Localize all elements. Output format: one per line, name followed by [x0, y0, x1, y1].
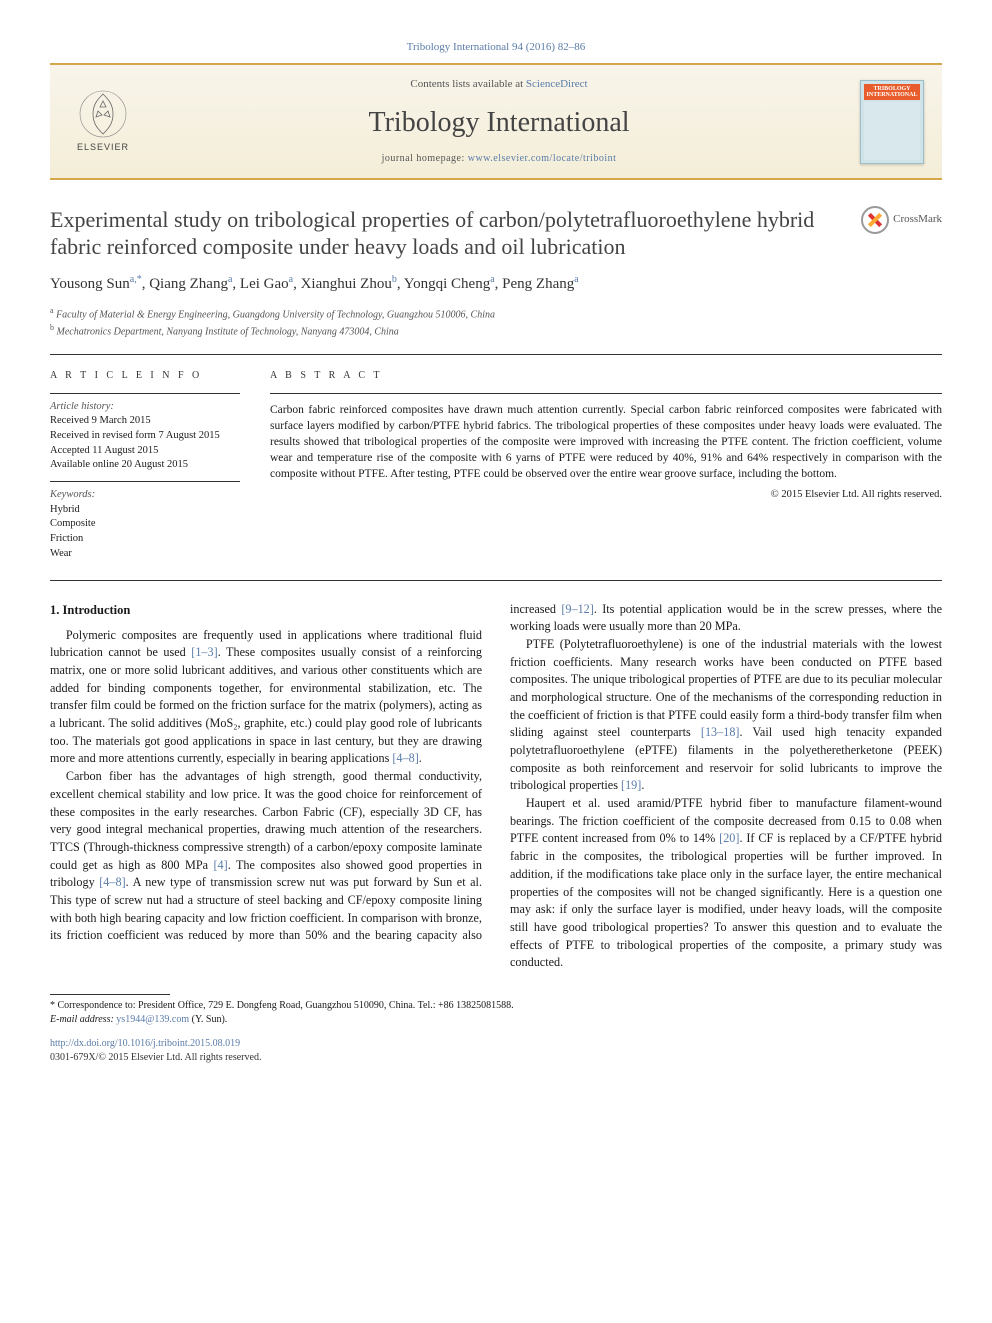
ref-link[interactable]: [4–8] [392, 751, 418, 765]
journal-cover-thumb[interactable]: TRIBOLOGY INTERNATIONAL [860, 80, 924, 164]
elsevier-tree-icon [78, 89, 128, 139]
contents-line: Contents lists available at ScienceDirec… [138, 77, 860, 92]
abstract-copyright: © 2015 Elsevier Ltd. All rights reserved… [270, 488, 942, 503]
history-online: Available online 20 August 2015 [50, 458, 240, 473]
abstract: A B S T R A C T Carbon fabric reinforced… [270, 369, 942, 562]
issn-line: 0301-679X/© 2015 Elsevier Ltd. All right… [50, 1051, 942, 1065]
body-paragraph: Polymeric composites are frequently used… [50, 627, 482, 769]
corresponding-footnote: * Correspondence to: President Office, 7… [50, 999, 942, 1013]
ref-link[interactable]: [4] [213, 858, 227, 872]
ref-link[interactable]: [4–8] [99, 875, 125, 889]
authors-line: Yousong Suna,*, Qiang Zhanga, Lei Gaoa, … [50, 273, 942, 295]
email-link[interactable]: ys1944@139.com [116, 1014, 189, 1025]
elsevier-logo[interactable]: ELSEVIER [68, 82, 138, 162]
ref-link[interactable]: [9–12] [561, 602, 594, 616]
body-paragraph: Haupert et al. used aramid/PTFE hybrid f… [510, 795, 942, 972]
journal-header: ELSEVIER Contents lists available at Sci… [50, 63, 942, 180]
ref-link[interactable]: [1–3] [191, 645, 217, 659]
article-info: A R T I C L E I N F O Article history: R… [50, 369, 240, 562]
abstract-body: Carbon fabric reinforced composites have… [270, 402, 942, 482]
keyword: Composite [50, 517, 240, 532]
elsevier-label: ELSEVIER [77, 141, 129, 154]
keyword: Friction [50, 532, 240, 547]
top-citation: Tribology International 94 (2016) 82–86 [50, 40, 942, 55]
section-heading: 1. Introduction [50, 601, 482, 619]
ref-link[interactable]: [20] [719, 831, 739, 845]
footnotes: * Correspondence to: President Office, 7… [50, 994, 942, 1065]
body-columns: 1. Introduction Polymeric composites are… [50, 601, 942, 972]
keyword: Hybrid [50, 503, 240, 518]
keyword: Wear [50, 547, 240, 562]
history-accepted: Accepted 11 August 2015 [50, 444, 240, 459]
body-paragraph: PTFE (Polytetrafluoroethylene) is one of… [510, 636, 942, 795]
ref-link[interactable]: [19] [621, 778, 641, 792]
sciencedirect-link[interactable]: ScienceDirect [526, 78, 588, 90]
crossmark-label: CrossMark [893, 212, 942, 227]
email-footnote: E-mail address: ys1944@139.com (Y. Sun). [50, 1013, 942, 1027]
abstract-heading: A B S T R A C T [270, 369, 942, 383]
journal-homepage: journal homepage: www.elsevier.com/locat… [138, 152, 860, 166]
history-revised: Received in revised form 7 August 2015 [50, 429, 240, 444]
homepage-link[interactable]: www.elsevier.com/locate/triboint [468, 153, 617, 164]
history-received: Received 9 March 2015 [50, 414, 240, 429]
citation-link[interactable]: Tribology International 94 (2016) 82–86 [407, 41, 586, 53]
article-info-heading: A R T I C L E I N F O [50, 369, 240, 383]
crossmark-icon [861, 206, 889, 234]
crossmark-badge[interactable]: CrossMark [861, 206, 942, 234]
journal-name: Tribology International [138, 103, 860, 142]
doi-link[interactable]: http://dx.doi.org/10.1016/j.triboint.201… [50, 1038, 240, 1049]
article-title: Experimental study on tribological prope… [50, 206, 861, 261]
ref-link[interactable]: [13–18] [701, 725, 740, 739]
affiliations: a Faculty of Material & Energy Engineeri… [50, 305, 942, 340]
